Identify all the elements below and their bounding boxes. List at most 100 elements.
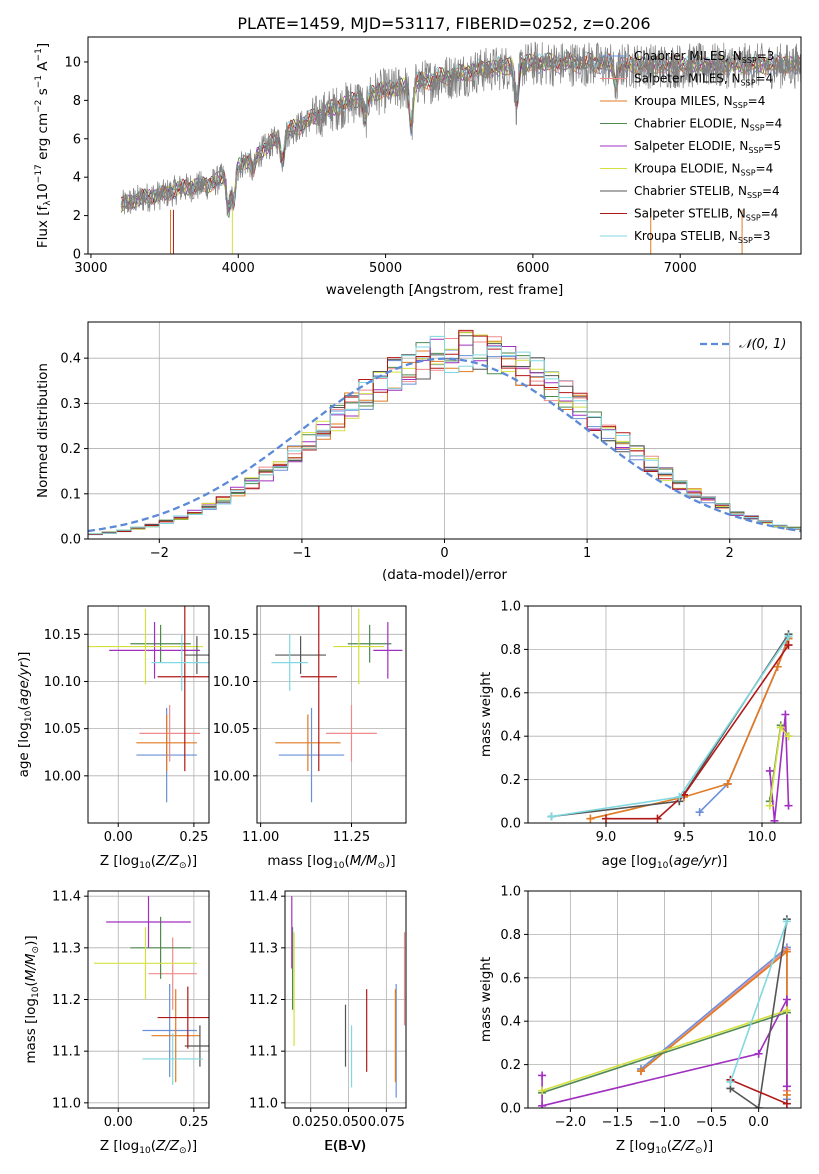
x-tick-label: −1.0 [649,1115,681,1130]
x-tick-label: −1 [292,546,311,561]
legend-entry: 𝒩(0, 1) [739,337,786,352]
normal-curve [88,357,801,533]
legend-entry: Kroupa STELIB, NSSP=3 [634,229,771,245]
weight-line-chabrier-elodie [541,1011,788,1094]
weight-marker [538,1101,547,1108]
weight-line-kroupa-elodie [541,1009,788,1092]
x-tick-label: 11.25 [333,830,370,845]
y-tick-label: 10.05 [44,722,81,737]
plot-area [88,329,801,536]
y-axis-label: age [log10(age/yr)] [16,652,34,778]
axes-frame [87,605,210,824]
weight-marker [770,816,779,823]
x-axis-label: Z [log10(Z/Z⊙)] [100,853,197,871]
weight-line-salpeter-elodie [769,714,790,821]
y-tick-label: 11.4 [249,890,278,905]
x-tick-label: 10.0 [748,830,777,845]
plot-area [271,606,403,803]
y-tick-label: 0.4 [500,1015,521,1030]
panel-spectrum: 3000 4000 5000 6000 7000 0 2 4 6 8 10 wavelength [A… [34,36,802,298]
legend-entry: Chabrier STELIB, NSSP=4 [634,184,780,200]
weight-marker [776,723,785,732]
y-tick-label: 0.0 [60,533,81,548]
plot-area [120,41,801,254]
x-tick-label: 0 [440,546,448,561]
y-tick-label: 0.2 [60,442,81,457]
y-tick-label: 11.0 [249,1096,278,1111]
weight-line-chabrier-miles [699,636,790,813]
x-axis-label: E(B-V) [325,1138,367,1154]
y-tick-label: 1.0 [500,885,521,900]
weight-marker [784,801,793,810]
axes-frame [527,605,802,824]
x-axis-label: mass [log10(M/M⊙)] [267,853,395,871]
legend-entry: Salpeter STELIB, NSSP=4 [634,207,778,223]
plot-area [88,606,209,803]
x-axis-label: (data-model)/error [382,567,508,583]
x-tick-label: 0.25 [179,830,208,845]
y-tick-label: 6 [73,132,81,147]
weight-line-salpeter-stelib [730,1079,788,1105]
panel-age_vs_mass: 11.00 11.25 10.00 10.05 10.10 10.15 mass [log1… [213,605,407,871]
y-axis-label: Flux [fλ10−17 erg cm−2 s−1 A−1] [34,43,53,248]
y-tick-label: 0.2 [500,773,521,788]
x-tick-label: −2 [150,546,169,561]
legend-entry: Kroupa ELODIE, NSSP=4 [634,162,773,178]
weight-marker [765,766,774,775]
weight-marker [784,732,793,741]
y-tick-label: 0.4 [500,730,521,745]
weight-marker [636,1067,645,1076]
y-tick-label: 0.0 [500,817,521,832]
y-tick-label: 0.0 [500,1102,521,1117]
x-tick-label: 0.025 [292,1115,329,1130]
panel-mass_vs_ebv: 0.025 0.050 0.075 11.0 11.1 11.2 11.3 11.4 E(B-V… [249,890,407,1154]
y-axis-label: mass weight [478,957,494,1042]
x-tick-label: 0.00 [104,830,133,845]
y-tick-label: 11.1 [249,1045,278,1060]
y-tick-label: 10 [64,55,81,70]
x-tick-label: −1.5 [602,1115,634,1130]
legend: Chabrier MILES, NSSP=3 Salpeter MILES, NS… [600,49,782,245]
y-tick-label: 11.1 [52,1045,81,1060]
y-tick-label: 11.3 [52,941,81,956]
y-tick-label: 0 [73,248,81,263]
x-tick-label: −2.0 [555,1115,587,1130]
weight-marker [782,1082,791,1091]
y-tick-label: 0.6 [500,971,521,986]
y-tick-label: 8 [73,94,81,109]
y-tick-label: 0.8 [500,643,521,658]
x-tick-label: 0.0 [748,1115,769,1130]
weight-marker [695,808,704,817]
weight-line-kroupa-stelib [729,921,788,1083]
x-axis-label: age [log10(age/yr)] [602,853,728,871]
weight-marker [781,710,790,719]
panel-mass_weight_vs_age: 9.0 9.5 10.0 0.0 0.2 0.4 0.6 0.8 1.0 age [log10(a… [478,600,802,871]
legend-entry: Chabrier ELODIE, NSSP=4 [634,117,782,133]
weight-line-kroupa-miles [590,638,790,820]
y-tick-label: 10.10 [213,675,250,690]
weight-line-salpeter-stelib [606,644,790,820]
weight-marker [782,1099,791,1108]
y-axis-label: mass weight [478,672,494,757]
x-tick-label: 3000 [74,261,107,276]
x-tick-label: 2 [726,546,734,561]
x-tick-label: 0.00 [104,1115,133,1130]
x-tick-label: 7000 [664,261,697,276]
data-spectrum [121,41,801,216]
axes-frame [256,605,407,824]
plot-area [94,896,209,1085]
y-tick-label: 11.0 [52,1096,81,1111]
x-axis-label: Z [log10(Z/Z⊙)] [616,1138,713,1156]
weight-marker [723,779,732,788]
weight-marker [773,662,782,671]
weight-marker [726,1077,735,1086]
y-tick-label: 10.00 [213,769,250,784]
x-tick-label: 9.0 [596,830,617,845]
x-axis-label: Z [log10(Z/Z⊙)] [100,1138,197,1156]
weight-line-kroupa-miles [640,950,788,1095]
x-tick-label: 0.050 [330,1115,367,1130]
weight-line-chabrier-stelib [729,919,788,1108]
x-tick-label: 0.075 [368,1115,405,1130]
x-axis-label: wavelength [Angstrom, rest frame] [326,282,564,298]
y-tick-label: 0.3 [60,397,81,412]
